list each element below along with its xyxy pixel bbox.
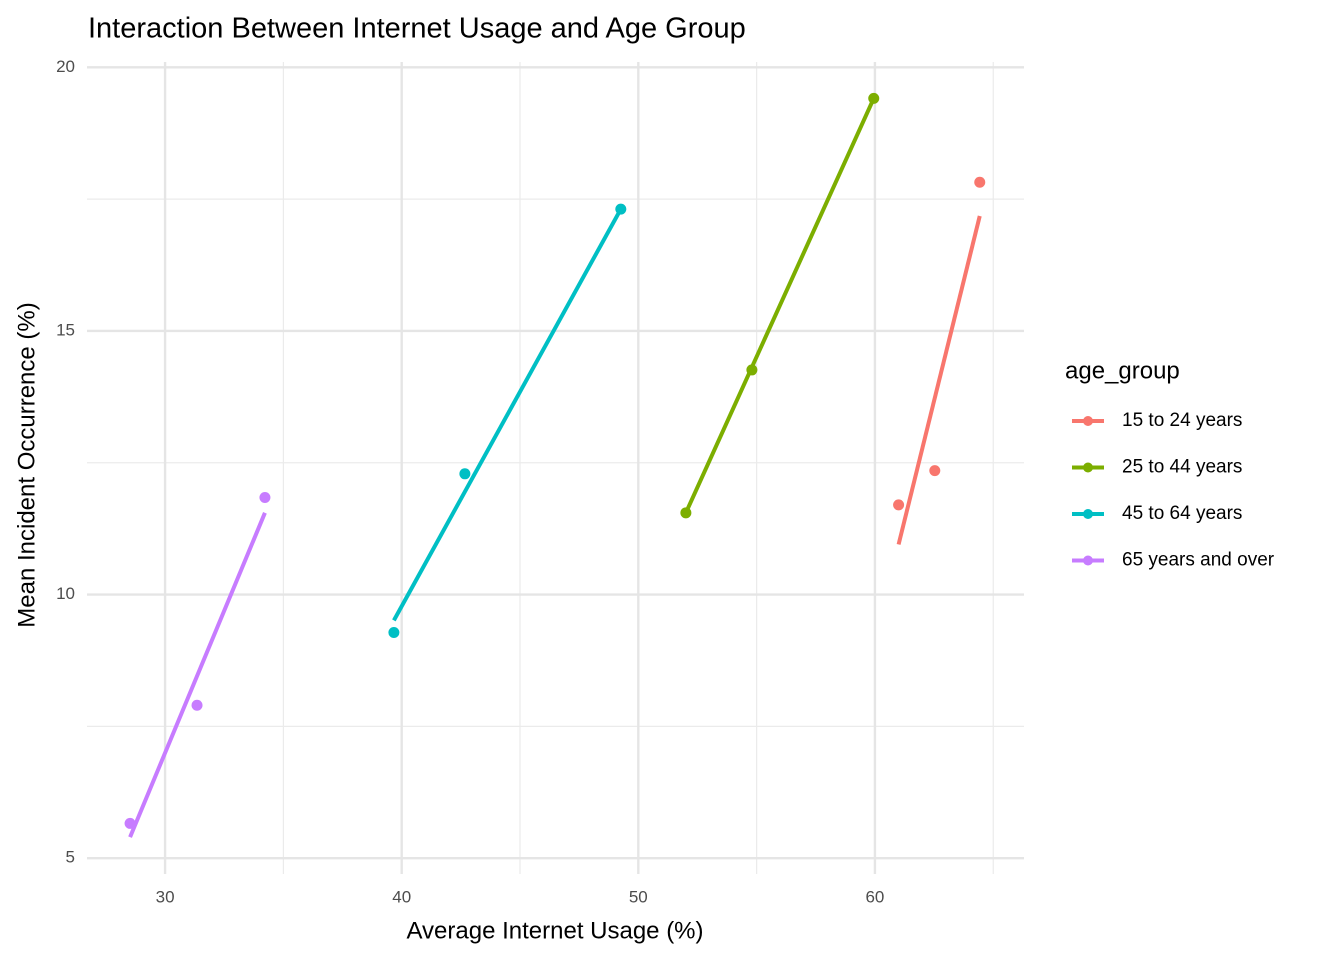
fit-line: [128, 512, 267, 838]
y-tick-label: 20: [56, 57, 75, 76]
point: [615, 203, 627, 215]
legend-label: 65 years and over: [1122, 550, 1275, 571]
legend-label: 15 to 24 years: [1122, 410, 1242, 431]
legend-point: [1083, 462, 1093, 473]
legend-point: [1083, 555, 1093, 566]
y-tick-label: 10: [56, 584, 75, 603]
fit-line: [896, 215, 982, 545]
point: [388, 627, 400, 639]
x-tick-label: 50: [629, 887, 648, 906]
chart-title: Interaction Between Internet Usage and A…: [88, 13, 746, 45]
point: [259, 492, 271, 504]
x-tick-label: 30: [156, 887, 175, 906]
point: [929, 465, 941, 477]
legend-label: 45 to 64 years: [1122, 503, 1242, 524]
point: [974, 176, 986, 188]
point: [459, 468, 471, 480]
fit-line: [392, 208, 623, 622]
legend-label: 25 to 44 years: [1122, 457, 1242, 478]
fit-line: [684, 97, 876, 514]
y-axis-title: Mean Incident Occurrence (%): [13, 302, 40, 627]
legend-point: [1083, 416, 1093, 426]
point: [680, 507, 692, 519]
point: [124, 817, 136, 829]
x-tick-label: 40: [392, 887, 411, 906]
legend-title: age_group: [1065, 357, 1180, 384]
x-tick-label: 60: [865, 887, 884, 906]
y-tick-label: 15: [56, 320, 75, 339]
point: [746, 364, 758, 376]
legend-point: [1083, 509, 1093, 519]
point: [191, 699, 203, 711]
y-tick-label: 5: [66, 848, 75, 867]
point: [868, 92, 880, 104]
x-axis-title: Average Internet Usage (%): [406, 917, 703, 944]
point: [893, 499, 905, 511]
